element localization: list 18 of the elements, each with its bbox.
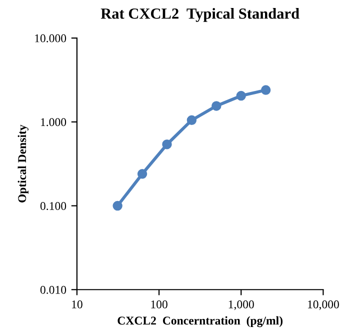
y-tick-label: 1.000	[41, 118, 66, 126]
point	[186, 115, 197, 126]
point	[236, 90, 246, 101]
y-tick-label: 10.000	[35, 34, 66, 42]
point	[212, 101, 222, 111]
point	[112, 200, 122, 211]
y-tick-label: 0.010	[40, 286, 66, 294]
y-axis-title: Optical Density	[18, 124, 29, 202]
x-tick-label: 10	[72, 300, 82, 308]
y-tick-label: 0.100	[40, 202, 66, 210]
x-tick-label: 100	[151, 300, 168, 308]
point	[162, 139, 172, 150]
point	[260, 85, 271, 95]
x-tick-label: 10,000	[308, 300, 339, 310]
x-tick-label: 1,000	[228, 300, 254, 310]
point	[137, 169, 148, 179]
chart-title: Rat CXCL2 Typical Standard	[100, 8, 300, 22]
x-axis-title: CXCL2 Concerntration (pg/ml)	[118, 316, 283, 328]
